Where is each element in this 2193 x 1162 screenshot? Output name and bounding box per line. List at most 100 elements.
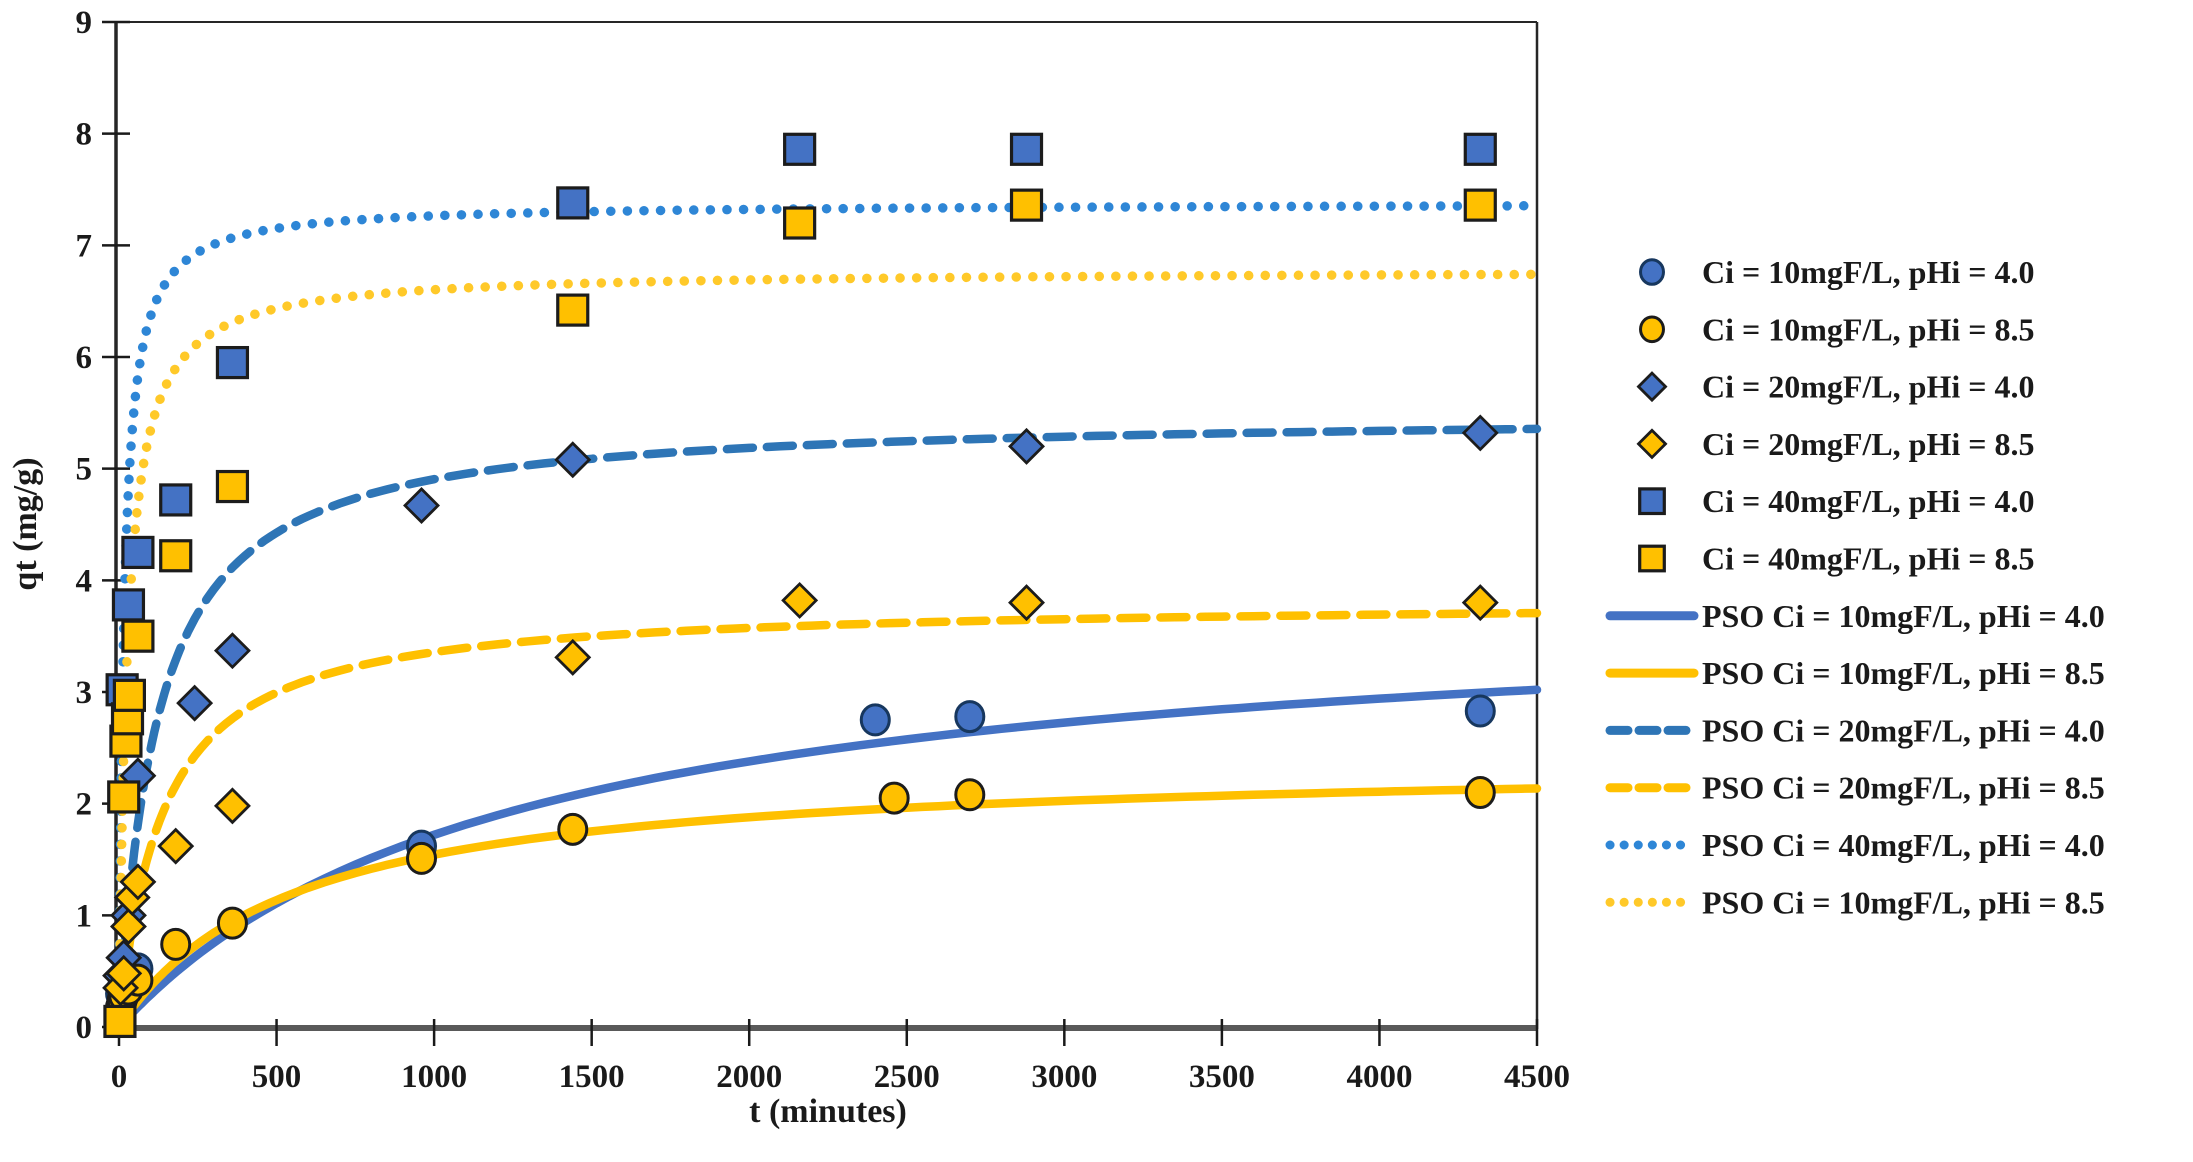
y-tick-label: 7 xyxy=(76,228,93,264)
data-point-square xyxy=(121,535,155,570)
data-point-diamond xyxy=(1636,428,1668,460)
x-tick-label: 3500 xyxy=(1189,1059,1255,1095)
data-point-circle xyxy=(557,812,589,846)
data-point-square xyxy=(112,678,146,712)
data-point-diamond xyxy=(105,954,143,992)
series xyxy=(105,694,1496,1010)
fit-curves xyxy=(114,201,1542,1032)
data-point-circle xyxy=(1464,776,1496,809)
legend-item: Ci = 20mgF/L, pHi = 4.0 xyxy=(1636,369,2034,405)
y-tick-label: 2 xyxy=(76,787,93,823)
x-tick-label: 500 xyxy=(252,1059,302,1095)
legend-label: PSO Ci = 10mgF/L, pHi = 4.0 xyxy=(1702,598,2105,634)
y-tick-label: 3 xyxy=(76,675,93,711)
data-point-square xyxy=(159,539,193,573)
data-point-diamond xyxy=(554,638,592,676)
data-point-diamond xyxy=(1461,584,1499,622)
x-axis-title: t (minutes) xyxy=(749,1093,907,1130)
data-point-diamond xyxy=(1008,584,1045,622)
legend-item: Ci = 10mgF/L, pHi = 4.0 xyxy=(1639,254,2034,290)
fit-curve xyxy=(114,269,1542,1032)
plot-border xyxy=(116,21,1539,1029)
data-point-square xyxy=(556,293,590,327)
legend-label: Ci = 20mgF/L, pHi = 4.0 xyxy=(1702,369,2034,405)
legend-item: Ci = 40mgF/L, pHi = 4.0 xyxy=(1638,483,2034,519)
legend-item: Ci = 40mgF/L, pHi = 8.5 xyxy=(1638,541,2034,577)
legend-label: PSO Ci = 10mgF/L, pHi = 8.5 xyxy=(1702,884,2105,920)
data-point-square xyxy=(121,619,155,653)
data-point-square xyxy=(783,132,817,166)
x-tick-label: 1500 xyxy=(559,1059,625,1095)
legend-label: Ci = 10mgF/L, pHi = 4.0 xyxy=(1702,254,2034,290)
data-point-circle xyxy=(1464,694,1496,728)
legend-item: Ci = 20mgF/L, pHi = 8.5 xyxy=(1636,426,2034,462)
data-point-diamond xyxy=(119,863,157,901)
data-point-diamond xyxy=(176,684,214,722)
data-point-square xyxy=(103,1004,137,1039)
legend-item: PSO Ci = 10mgF/L, pHi = 8.5 xyxy=(1605,655,2105,691)
fit-curve xyxy=(114,424,1542,1032)
data-points xyxy=(102,132,1499,1039)
fit-curve xyxy=(114,784,1542,1032)
data-point-circle xyxy=(859,703,891,737)
data-point-circle xyxy=(216,906,248,940)
y-tick-label: 6 xyxy=(76,340,93,376)
data-point-square xyxy=(111,588,146,622)
legend-label: Ci = 20mgF/L, pHi = 8.5 xyxy=(1702,426,2034,462)
y-tick-label: 1 xyxy=(76,898,93,934)
legend-label: Ci = 40mgF/L, pHi = 4.0 xyxy=(1702,483,2034,519)
data-point-circle xyxy=(1639,315,1665,344)
data-point-diamond xyxy=(403,487,440,524)
data-point-diamond xyxy=(1461,414,1499,452)
data-point-circle xyxy=(160,927,192,961)
data-point-square xyxy=(1009,132,1044,166)
data-point-square xyxy=(1638,544,1666,573)
x-tick-label: 1000 xyxy=(401,1059,467,1095)
legend-label: Ci = 40mgF/L, pHi = 8.5 xyxy=(1702,541,2034,577)
legend-label: PSO Ci = 40mgF/L, pHi = 4.0 xyxy=(1702,827,2105,863)
legend-item: PSO Ci = 40mgF/L, pHi = 4.0 xyxy=(1605,827,2105,863)
data-point-circle xyxy=(954,700,986,734)
y-tick-label: 5 xyxy=(76,452,93,488)
x-tick-label: 2000 xyxy=(716,1059,782,1095)
data-point-square xyxy=(1009,188,1044,222)
data-point-diamond xyxy=(1008,427,1045,465)
data-point-circle xyxy=(954,778,986,812)
data-point-circle xyxy=(406,841,438,875)
y-tick-label: 9 xyxy=(76,5,93,41)
x-tick-label: 4500 xyxy=(1504,1059,1570,1095)
y-axis-title: qt (mg/g) xyxy=(7,457,44,590)
x-tick-label: 0 xyxy=(111,1059,128,1095)
legend-item: PSO Ci = 20mgF/L, pHi = 4.0 xyxy=(1605,712,2105,748)
legend-item: PSO Ci = 20mgF/L, pHi = 8.5 xyxy=(1605,770,2105,806)
fit-curve xyxy=(114,608,1542,1032)
data-point-diamond xyxy=(554,441,592,479)
data-point-square xyxy=(1463,132,1497,166)
legend-label: Ci = 10mgF/L, pHi = 8.5 xyxy=(1702,311,2034,347)
data-point-diamond xyxy=(781,581,819,619)
data-point-square xyxy=(159,483,193,517)
legend-label: PSO Ci = 10mgF/L, pHi = 8.5 xyxy=(1702,655,2105,691)
data-point-diamond xyxy=(213,787,251,825)
data-point-square xyxy=(107,780,141,814)
fit-curve xyxy=(114,685,1542,1032)
legend-label: PSO Ci = 20mgF/L, pHi = 8.5 xyxy=(1702,770,2105,806)
data-point-circle xyxy=(1639,258,1665,286)
data-point-square xyxy=(783,206,817,240)
data-point-diamond xyxy=(109,908,147,945)
data-point-square xyxy=(215,469,250,504)
data-point-diamond xyxy=(213,632,251,670)
data-point-square xyxy=(1463,188,1497,222)
legend-item: Ci = 10mgF/L, pHi = 8.5 xyxy=(1639,311,2034,347)
y-tick-label: 4 xyxy=(76,563,93,599)
legend-label: PSO Ci = 20mgF/L, pHi = 4.0 xyxy=(1702,712,2105,748)
legend-item: PSO Ci = 10mgF/L, pHi = 4.0 xyxy=(1605,598,2105,634)
data-point-circle xyxy=(878,781,910,815)
legend: Ci = 10mgF/L, pHi = 4.0 Ci = 10mgF/L, pHi… xyxy=(1605,254,2105,920)
y-tick-label: 8 xyxy=(76,117,93,153)
axis-ticks xyxy=(102,20,1539,1046)
axis-tick-labels: 0 500 1000 1500 2000 2500 3000 3500 4000 4500 0 1 2 3… xyxy=(76,5,1571,1095)
legend-item: PSO Ci = 10mgF/L, pHi = 8.5 xyxy=(1605,884,2105,920)
